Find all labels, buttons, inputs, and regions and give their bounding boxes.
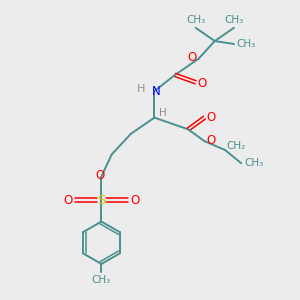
Text: H: H [137, 84, 146, 94]
Text: S: S [97, 194, 106, 207]
Text: O: O [63, 194, 73, 207]
Text: O: O [206, 110, 216, 124]
Text: CH₃: CH₃ [244, 158, 263, 168]
Text: O: O [130, 194, 140, 207]
Text: N: N [152, 85, 160, 98]
Text: CH₂: CH₂ [226, 142, 246, 152]
Text: CH₃: CH₃ [92, 275, 111, 285]
Text: O: O [197, 77, 207, 90]
Text: CH₃: CH₃ [186, 15, 205, 26]
Text: O: O [206, 134, 216, 147]
Text: O: O [95, 169, 105, 182]
Text: CH₃: CH₃ [236, 39, 255, 49]
Text: O: O [188, 51, 197, 64]
Text: H: H [159, 108, 167, 118]
Text: CH₃: CH₃ [224, 15, 244, 26]
